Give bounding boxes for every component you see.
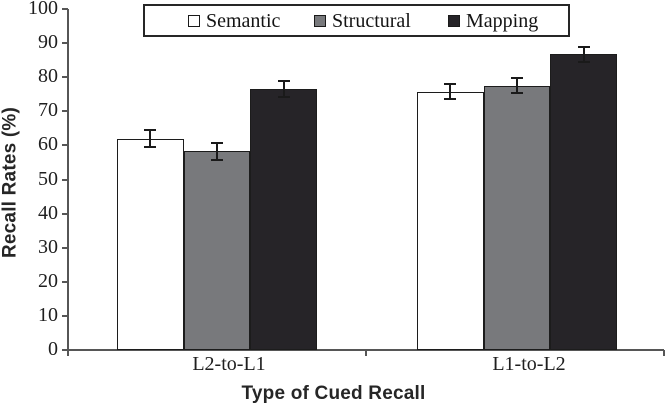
- y-tick-label: 30: [38, 235, 58, 258]
- legend-swatch-icon: [188, 14, 200, 27]
- x-tick-mark: [663, 350, 665, 356]
- error-bar-cap-bottom: [211, 158, 223, 161]
- y-tick-mark: [62, 178, 68, 181]
- error-bar-line: [449, 84, 452, 100]
- y-tick-label: 50: [38, 167, 58, 190]
- error-bar-cap-top: [511, 77, 523, 80]
- x-tick-mark: [365, 350, 367, 356]
- error-bar-cap-top: [577, 45, 590, 48]
- x-axis-title: Type of Cued Recall: [241, 383, 426, 404]
- x-category-label: L2-to-L1: [192, 353, 266, 375]
- error-bar-cap-top: [211, 141, 223, 144]
- x-tick-mark: [67, 350, 69, 356]
- y-tick-label: 100: [28, 0, 58, 19]
- bar-semantic-l2-to-l1: [117, 138, 184, 350]
- y-tick-label: 80: [38, 65, 58, 88]
- legend-item-semantic: Semantic: [188, 6, 280, 35]
- y-tick-mark: [62, 212, 68, 215]
- legend-label: Structural: [332, 9, 411, 32]
- legend-label: Semantic: [206, 9, 281, 32]
- legend-item-structural: Structural: [314, 6, 411, 35]
- y-tick-label: 40: [38, 201, 58, 224]
- legend-swatch-icon: [448, 14, 460, 27]
- y-axis-line: [67, 9, 69, 356]
- error-bar-line: [516, 78, 518, 94]
- y-tick-label: 70: [38, 99, 58, 122]
- y-tick-mark: [62, 280, 68, 283]
- legend: Semantic Structural Mapping: [143, 4, 570, 37]
- y-tick-mark: [62, 349, 68, 351]
- legend-swatch-icon: [314, 14, 326, 27]
- error-bar-line: [282, 81, 285, 97]
- error-bar-line: [216, 142, 218, 160]
- y-tick-mark: [62, 246, 68, 249]
- y-tick-mark: [62, 144, 68, 147]
- error-bar-cap-bottom: [144, 145, 157, 148]
- error-bar-cap-top: [444, 83, 457, 86]
- bar-structural-l1-to-l2: [483, 85, 551, 350]
- error-bar-cap-top: [144, 129, 157, 132]
- error-bar-line: [582, 46, 585, 62]
- y-tick-mark: [62, 42, 68, 45]
- x-category-label: L1-to-L2: [492, 353, 566, 375]
- y-tick-label: 0: [48, 338, 58, 360]
- y-tick-mark: [62, 8, 68, 10]
- error-bar-cap-bottom: [577, 60, 590, 63]
- y-tick-mark: [62, 314, 68, 317]
- error-bar-cap-bottom: [277, 95, 290, 98]
- error-bar-cap-bottom: [511, 92, 523, 95]
- error-bar-cap-bottom: [444, 98, 457, 101]
- bar-semantic-l1-to-l2: [417, 91, 484, 350]
- y-tick-mark: [62, 76, 68, 79]
- legend-item-mapping: Mapping: [448, 6, 538, 35]
- error-bar-cap-top: [277, 80, 290, 83]
- bar-mapping-l2-to-l1: [250, 89, 317, 350]
- error-bar-line: [149, 130, 152, 147]
- y-tick-mark: [62, 110, 68, 113]
- y-tick-label: 90: [38, 31, 58, 54]
- bar-mapping-l1-to-l2: [550, 54, 617, 350]
- y-tick-label: 20: [38, 269, 58, 292]
- legend-label: Mapping: [466, 9, 539, 32]
- y-tick-label: 60: [38, 133, 58, 156]
- y-tick-label: 10: [38, 303, 58, 326]
- bar-structural-l2-to-l1: [183, 151, 251, 350]
